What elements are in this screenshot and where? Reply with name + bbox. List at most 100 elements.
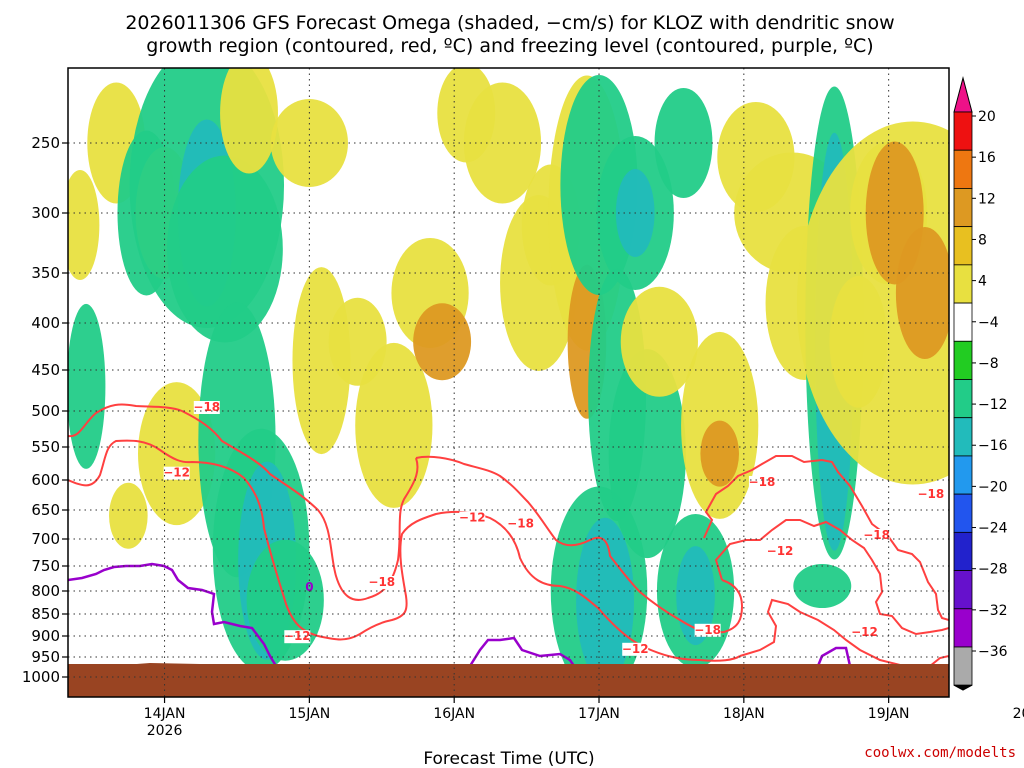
y-tick-label: 700 [31, 530, 60, 548]
colorbar-label: −20 [978, 479, 1008, 495]
x-tick-label: 18JAN [723, 706, 765, 722]
colorbar-swatch [953, 493, 973, 533]
colorbar-swatch [953, 149, 973, 189]
colorbar-swatch [953, 608, 973, 648]
colorbar-label: −32 [978, 603, 1008, 619]
isotherm-label: −18 [368, 575, 395, 589]
chart-title-line-1: 2026011306 GFS Forecast Omega (shaded, −… [125, 12, 894, 34]
isotherm-label-bg [163, 466, 190, 480]
colorbar-top-arrow [953, 76, 973, 113]
omega-patch [270, 99, 348, 187]
omega-patch [220, 68, 278, 174]
x-axis-label: Forecast Time (UTC) [423, 749, 594, 768]
x-tick-label: 14JAN [144, 706, 186, 722]
colorbar-label: 20 [978, 109, 996, 125]
grid-lines [68, 68, 949, 697]
omega-shading [68, 68, 949, 696]
isotherm-label: −12 [851, 625, 878, 639]
colorbar-label: 8 [978, 232, 987, 248]
y-tick-label: 600 [31, 471, 60, 489]
isotherm-label: −18 [863, 528, 890, 542]
y-tick-label: 950 [31, 648, 60, 666]
omega-patch [700, 420, 740, 487]
y-tick-label: 1000 [22, 668, 60, 686]
omega-patch [620, 286, 698, 397]
isotherm-label-bg [917, 488, 944, 501]
dgz-isotherm-minus12-early [68, 439, 741, 662]
colorbar-label: −16 [978, 438, 1008, 454]
colorbar-swatch [953, 379, 973, 419]
omega-patch [68, 170, 100, 280]
y-tick-label: 750 [31, 557, 60, 575]
isotherm-label-bg [767, 545, 794, 559]
omega-patch [608, 349, 686, 559]
y-axis: 250 300 350 400 450 500 550 600 650 700 750 800 850 9… [22, 134, 68, 686]
dgz-isotherm-minus18-late [703, 455, 949, 621]
isotherm-label-bg [748, 476, 775, 489]
colorbar-swatch [953, 264, 973, 304]
y-tick-label: 800 [31, 582, 60, 600]
colorbar-swatch [953, 646, 973, 686]
omega-patch [68, 303, 106, 469]
freezing-level-early [68, 562, 278, 667]
terrain-profile-edge [68, 663, 949, 672]
isotherm-label: −18 [749, 475, 776, 489]
colorbar-swatch [953, 111, 973, 151]
y-tick-label: 250 [31, 134, 60, 152]
credit-link[interactable]: coolwx.com/modelts [864, 745, 1016, 761]
freezing-level-mid [468, 636, 576, 667]
isotherm-label-bg [368, 576, 395, 589]
x-tick-label: 20JAN [1013, 706, 1024, 722]
isotherm-label: −12 [459, 511, 486, 525]
y-tick-label: 400 [31, 314, 60, 332]
colorbar-label: 12 [978, 191, 996, 207]
colorbar: 20 16 12 8 4 −4 −8 −12 −16 −20 −24 −28 −32 −36 [953, 76, 1008, 691]
isotherm-label-bg [694, 623, 721, 637]
colorbar-label: −36 [978, 644, 1008, 660]
isotherm-label: −18 [694, 623, 721, 637]
x-tick-label: 15JAN [288, 706, 330, 722]
x-tick-year: 2026 [147, 723, 183, 739]
isotherm-label: −12 [622, 642, 649, 656]
y-tick-label: 500 [31, 402, 60, 420]
colorbar-bottom-arrow [953, 684, 973, 691]
colorbar-swatch [953, 570, 973, 610]
isotherm-label-bg [622, 642, 649, 656]
colorbar-label: −24 [978, 521, 1008, 537]
isotherm-label-bg [459, 511, 486, 525]
colorbar-swatch [953, 226, 973, 266]
isotherm-label: −12 [284, 629, 311, 643]
colorbar-label: −28 [978, 562, 1008, 578]
omega-patch [109, 482, 148, 549]
isotherm-label-bg [284, 630, 311, 644]
isotherm-label: −18 [507, 516, 534, 530]
omega-patch [166, 155, 283, 343]
isotherm-label: −18 [918, 487, 945, 501]
y-tick-label: 900 [31, 627, 60, 645]
dgz-isotherm-minus12-late [714, 519, 949, 636]
colorbar-swatch [953, 455, 973, 495]
x-tick-label: 17JAN [578, 706, 620, 722]
colorbar-label: 4 [978, 274, 987, 290]
isotherm-label: −18 [193, 400, 220, 414]
plot-frame [67, 67, 950, 698]
plot-area: −18 −12 −12 −18 −12 −18 −12 −18 −18 −12 −18 −12 −18 0 [67, 67, 950, 698]
omega-patch [463, 82, 542, 204]
dgz-isotherm-minus18-mid [415, 455, 744, 634]
freezing-level-late [816, 646, 852, 667]
omega-patch [676, 546, 715, 646]
isotherm-label: −12 [767, 544, 794, 558]
colorbar-label: −8 [978, 356, 999, 372]
x-tick-label: 19JAN [868, 706, 910, 722]
y-tick-label: 850 [31, 605, 60, 623]
y-tick-label: 550 [31, 438, 60, 456]
isotherm-label-bg [507, 517, 534, 531]
chart-title-line-2: growth region (contoured, red, ºC) and f… [146, 35, 873, 57]
omega-patch [355, 342, 433, 508]
omega-patch [895, 227, 949, 359]
colorbar-swatch [953, 417, 973, 457]
dgz-isotherm-minus18-early [68, 403, 419, 601]
y-tick-label: 650 [31, 501, 60, 519]
